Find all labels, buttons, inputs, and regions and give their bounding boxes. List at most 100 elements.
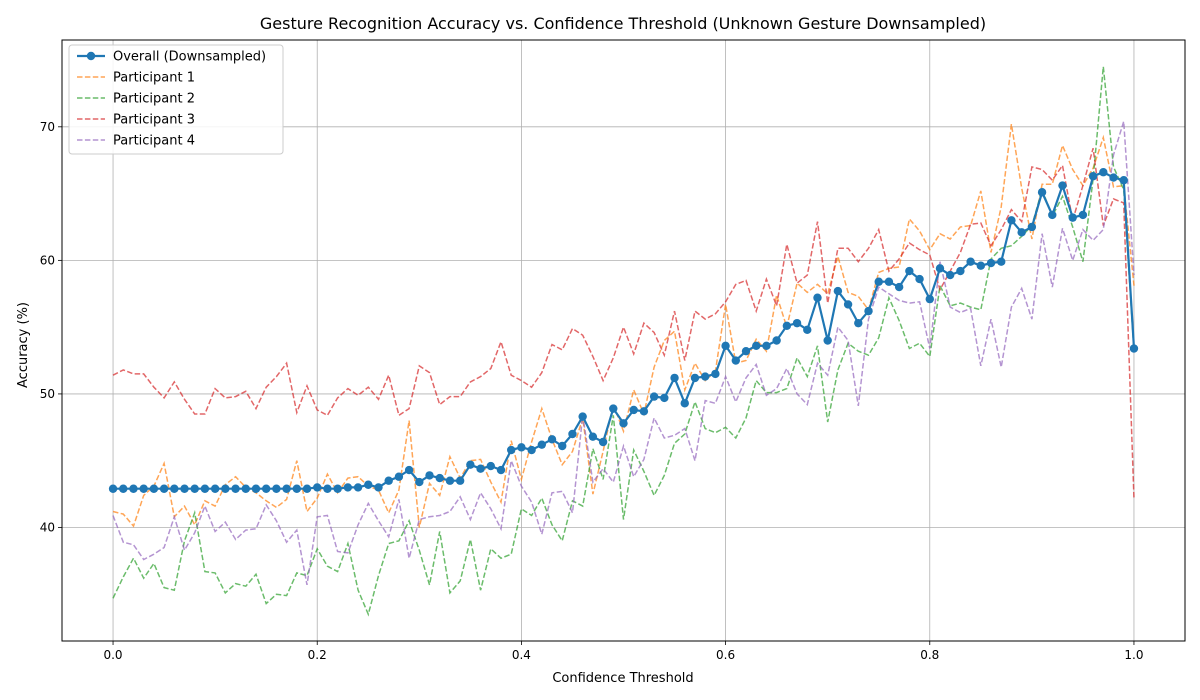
data-point bbox=[1119, 176, 1128, 185]
data-point bbox=[507, 445, 516, 455]
data-point bbox=[537, 440, 547, 449]
data-point bbox=[711, 369, 720, 379]
data-point bbox=[1068, 213, 1077, 222]
data-point bbox=[823, 336, 832, 345]
data-point bbox=[353, 483, 363, 492]
data-point bbox=[1129, 344, 1139, 353]
data-point bbox=[945, 270, 955, 280]
data-point bbox=[915, 274, 924, 284]
y-tick-label: 70 bbox=[40, 120, 55, 134]
data-point bbox=[864, 306, 873, 316]
data-point bbox=[190, 484, 199, 493]
data-point bbox=[384, 476, 393, 485]
data-point bbox=[425, 471, 434, 480]
data-point bbox=[404, 465, 414, 475]
data-point bbox=[272, 484, 281, 493]
data-point bbox=[547, 435, 557, 444]
data-point bbox=[792, 318, 802, 328]
data-point bbox=[813, 293, 822, 302]
data-point bbox=[1099, 168, 1108, 177]
data-point bbox=[578, 412, 587, 421]
data-point bbox=[1088, 172, 1098, 181]
data-point bbox=[588, 432, 598, 441]
data-point bbox=[251, 484, 261, 493]
data-point bbox=[129, 484, 138, 493]
data-point bbox=[956, 266, 965, 276]
legend-box bbox=[68, 44, 284, 155]
legend-item: Participant 1 bbox=[77, 71, 195, 86]
data-point bbox=[496, 465, 506, 475]
data-point bbox=[894, 282, 904, 292]
data-point bbox=[803, 325, 812, 335]
data-point bbox=[200, 484, 210, 493]
data-point bbox=[670, 373, 679, 383]
data-point bbox=[517, 443, 526, 452]
data-point bbox=[1037, 188, 1047, 197]
data-point bbox=[374, 483, 383, 492]
data-point bbox=[772, 336, 781, 345]
data-point bbox=[476, 464, 485, 473]
legend-label: Participant 2 bbox=[113, 92, 195, 107]
x-tick-label: 0.0 bbox=[103, 648, 122, 662]
data-point bbox=[905, 266, 914, 276]
data-point bbox=[486, 461, 495, 471]
data-point bbox=[680, 399, 689, 408]
data-point bbox=[108, 484, 118, 493]
y-axis: 40 50 60 70 bbox=[40, 120, 62, 534]
data-point bbox=[598, 437, 608, 447]
data-point bbox=[1007, 216, 1016, 225]
data-point bbox=[343, 483, 353, 492]
data-point bbox=[394, 472, 404, 481]
data-point bbox=[629, 405, 638, 415]
data-point bbox=[241, 484, 250, 493]
x-axis: 0.0 0.2 0.4 0.6 0.8 1.0 bbox=[103, 641, 1144, 662]
data-point bbox=[721, 341, 730, 351]
x-tick-label: 1.0 bbox=[1124, 648, 1143, 662]
series-overall-downsampled bbox=[108, 168, 1139, 493]
data-point bbox=[966, 257, 975, 266]
data-point bbox=[762, 341, 771, 351]
data-point bbox=[302, 484, 312, 493]
data-point bbox=[292, 484, 302, 493]
data-point bbox=[1017, 228, 1026, 237]
data-point bbox=[741, 346, 751, 356]
data-point bbox=[455, 476, 465, 485]
data-point bbox=[782, 321, 792, 331]
series-line-participant-2 bbox=[112, 66, 1135, 617]
data-point bbox=[997, 257, 1006, 266]
legend-marker bbox=[86, 51, 96, 61]
series-line-participant-3 bbox=[112, 148, 1135, 500]
legend-item: Overall (Downsampled) bbox=[77, 50, 266, 65]
y-tick-label: 50 bbox=[40, 387, 55, 401]
data-point bbox=[986, 258, 996, 268]
data-point bbox=[558, 441, 567, 451]
legend-label: Participant 3 bbox=[113, 113, 195, 128]
series-line-participant-1 bbox=[112, 123, 1135, 528]
data-point bbox=[149, 484, 159, 493]
x-axis-title: Confidence Threshold bbox=[552, 671, 693, 686]
y-axis-title: Accuracy (%) bbox=[16, 302, 31, 388]
data-point bbox=[935, 264, 945, 273]
x-tick-label: 0.2 bbox=[308, 648, 327, 662]
data-point bbox=[874, 277, 883, 286]
data-point bbox=[435, 473, 444, 483]
legend-item: Participant 3 bbox=[77, 113, 195, 128]
data-point bbox=[364, 480, 373, 489]
data-point bbox=[1109, 173, 1118, 182]
data-point bbox=[180, 484, 189, 493]
legend-item: Participant 2 bbox=[77, 92, 195, 107]
data-point bbox=[210, 484, 220, 493]
data-point bbox=[690, 373, 700, 383]
data-point bbox=[170, 484, 179, 493]
data-point bbox=[884, 277, 894, 286]
data-point bbox=[139, 484, 148, 493]
legend-label: Overall (Downsampled) bbox=[113, 50, 266, 65]
data-point bbox=[619, 419, 628, 428]
x-tick-label: 0.8 bbox=[920, 648, 939, 662]
data-point bbox=[568, 429, 577, 439]
plot-frame bbox=[61, 39, 1186, 642]
data-point bbox=[1027, 222, 1037, 232]
data-point bbox=[1078, 210, 1088, 220]
data-point bbox=[1048, 210, 1057, 220]
